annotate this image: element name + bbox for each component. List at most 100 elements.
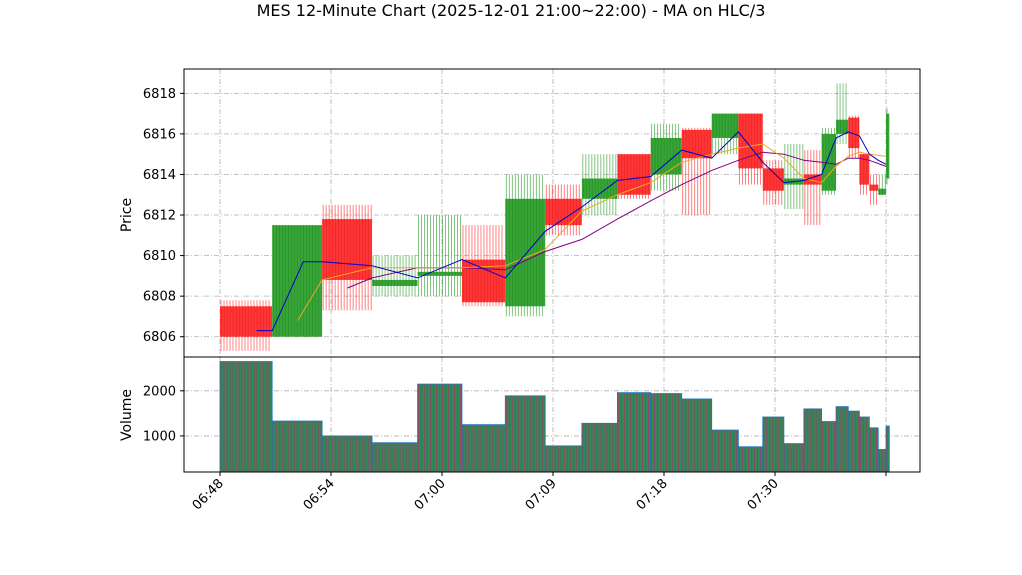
volume-bar (616, 392, 652, 473)
volume-bar (417, 383, 463, 473)
candle-body (681, 129, 712, 159)
volume-bar-fill (681, 398, 712, 472)
candle-up (417, 215, 462, 297)
price-panel: 6806 6808 6810 6812 6814 6816 6818 Price (119, 68, 921, 358)
volume-bar (885, 425, 890, 473)
price-y-axis: 6806 6808 6810 6812 6814 6816 6818 (143, 87, 184, 345)
price-moving-averages (256, 131, 887, 332)
volume-bar-fill (545, 445, 582, 472)
volume-bar-fill (803, 408, 822, 472)
volume-bar (219, 361, 273, 473)
volume-y-axis: 1000 2000 (143, 384, 184, 444)
candle-body (272, 225, 323, 337)
candle-down (681, 127, 712, 216)
candle-up (783, 144, 804, 209)
volume-y-label: Volume (119, 389, 135, 441)
candle-down (869, 174, 879, 205)
volume-bar (271, 420, 323, 473)
candle-body (738, 113, 763, 169)
volume-bar-fill (581, 423, 618, 472)
x-tick-label: 06:48 (190, 476, 227, 513)
candle-up (581, 154, 618, 216)
x-tick-label: 07:30 (745, 476, 782, 513)
candle-up (886, 107, 890, 185)
volume-bar (737, 446, 764, 473)
candle-body (859, 154, 870, 185)
volume-tick-label: 1000 (143, 429, 176, 444)
volume-bar-fill (886, 426, 890, 472)
candle-body (372, 279, 418, 287)
ma-mid-line (297, 143, 887, 321)
price-y-label: Price (119, 198, 135, 232)
price-tick-label: 6818 (143, 87, 176, 102)
volume-bars (219, 361, 890, 473)
price-candles (220, 83, 890, 351)
volume-bar-fill (220, 361, 273, 472)
candle-down (220, 300, 273, 351)
candle-up (878, 174, 886, 195)
candle-down (322, 204, 373, 311)
candle-down (803, 150, 822, 226)
ma-fast-line (256, 131, 887, 332)
volume-bar-fill (848, 411, 860, 472)
candle-up (650, 123, 682, 191)
volume-bar (803, 408, 823, 473)
candle-down (617, 154, 651, 199)
volume-bar-fill (650, 393, 682, 472)
volume-bar-fill (859, 416, 870, 472)
candle-body (545, 198, 582, 226)
candle-body (803, 174, 822, 185)
volume-bar (681, 398, 713, 473)
x-tick-label: 07:18 (634, 476, 671, 513)
volume-plot-frame (183, 356, 921, 473)
volume-bar (783, 443, 805, 473)
candle-body (505, 198, 546, 307)
candle-body (650, 137, 682, 175)
candle-up (372, 255, 418, 297)
x-tick-label: 07:09 (523, 476, 560, 513)
price-tick-label: 6816 (143, 127, 176, 142)
volume-bar (821, 421, 837, 473)
volume-bar (461, 424, 506, 473)
volume-bar (544, 445, 583, 473)
price-tick-label: 6808 (143, 290, 176, 305)
candle-up (272, 225, 323, 337)
x-tick-label: 07:00 (412, 476, 449, 513)
volume-bar (835, 406, 849, 473)
volume-bar-fill (836, 406, 849, 472)
volume-bar-fill (762, 416, 784, 472)
volume-bar (762, 416, 785, 473)
price-tick-label: 6810 (143, 249, 176, 264)
chart-title: MES 12-Minute Chart (2025-12-01 21:00~22… (256, 1, 766, 20)
candle-body (848, 117, 860, 149)
volume-bar (504, 395, 546, 473)
candle-up (821, 127, 837, 195)
volume-bar (650, 393, 683, 473)
volume-bar (847, 410, 860, 473)
volume-tick-label: 2000 (143, 384, 176, 399)
volume-bar (877, 449, 887, 473)
volume-panel: 1000 2000 Volume (119, 356, 921, 473)
candle-down (859, 154, 870, 195)
candle-up (836, 83, 849, 145)
x-tick-label: 06:54 (301, 476, 338, 513)
candle-body (220, 306, 273, 337)
candle-down (762, 160, 784, 205)
volume-bar (581, 422, 618, 473)
volume-bar (371, 442, 418, 473)
volume-bar (321, 435, 373, 473)
price-tick-label: 6812 (143, 209, 176, 224)
candle-body (581, 178, 618, 199)
volume-bar (858, 416, 870, 473)
candle-body (417, 271, 462, 276)
volume-bar-fill (372, 442, 418, 472)
candle-up (711, 113, 739, 155)
volume-bar (868, 427, 879, 473)
price-tick-label: 6806 (143, 330, 176, 345)
price-tick-label: 6814 (143, 168, 176, 183)
candle-down (738, 113, 763, 185)
x-axis: 06:48 06:54 07:00 07:09 07:18 07:30 (190, 472, 887, 513)
candle-body (836, 119, 849, 134)
volume-bar (711, 429, 739, 473)
